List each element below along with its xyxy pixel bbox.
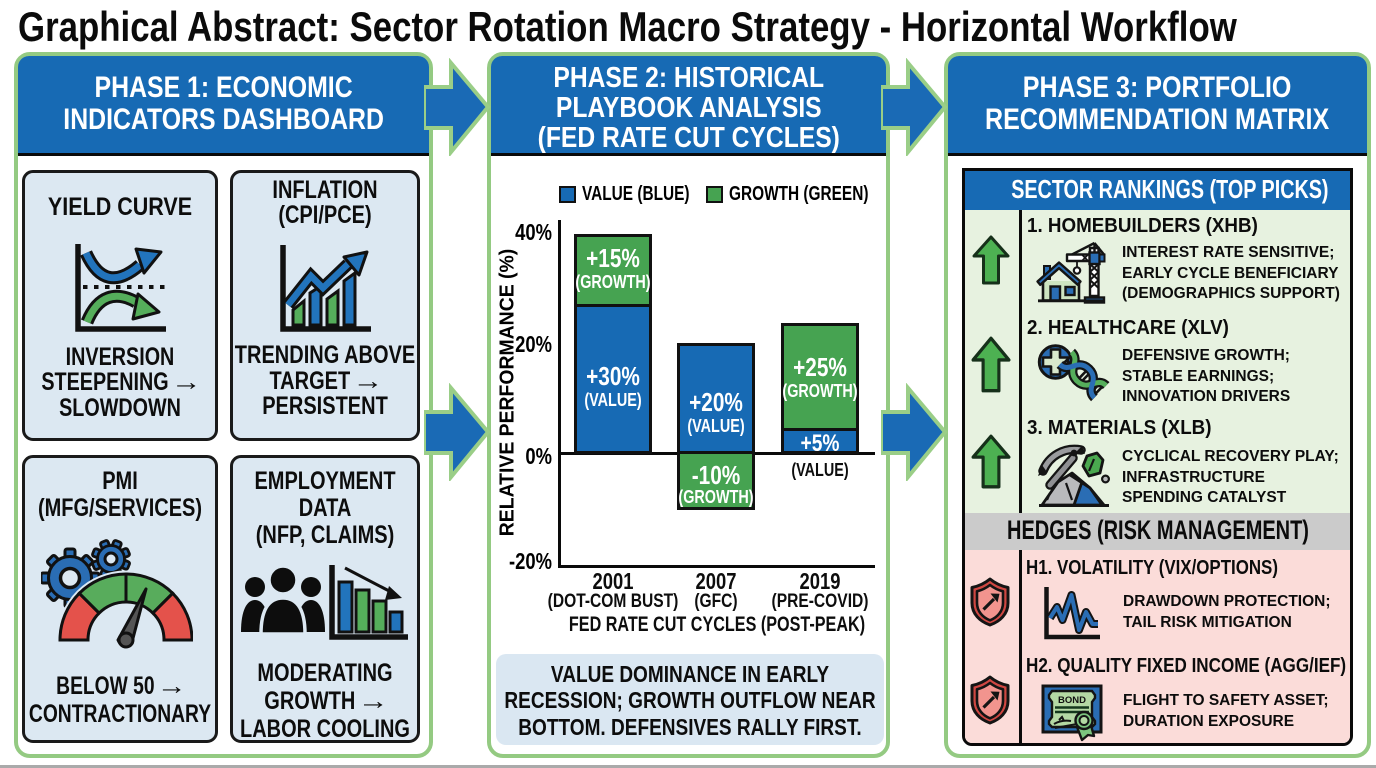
svg-text:BOND: BOND — [1058, 695, 1086, 706]
